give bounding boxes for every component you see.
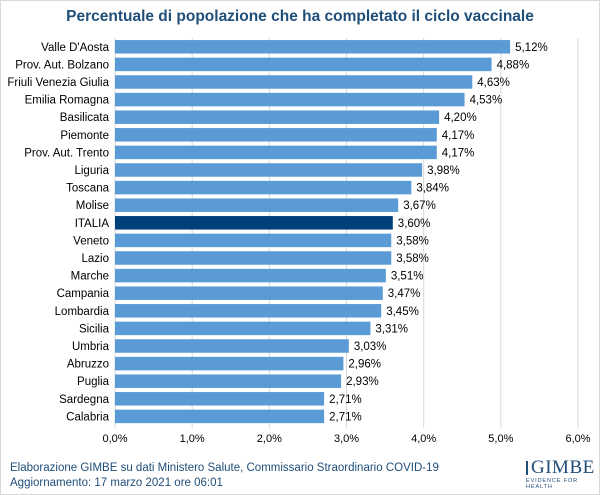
x-tick-label: 0,0%: [102, 433, 127, 445]
category-label: Lombardia: [55, 306, 110, 318]
value-label: 3,84%: [416, 183, 449, 195]
x-tick-label: 6,0%: [565, 433, 590, 445]
bar: [115, 409, 325, 424]
value-label: 4,20%: [444, 112, 477, 124]
value-label: 2,71%: [329, 394, 362, 406]
bar: [115, 75, 473, 89]
bars: [115, 40, 511, 424]
bar: [115, 163, 423, 177]
bar: [115, 145, 437, 160]
value-label: 3,47%: [388, 288, 421, 300]
footer-source: Elaborazione GIMBE su dati Ministero Sal…: [10, 461, 439, 491]
bar: [115, 321, 371, 336]
category-label: Emilia Romagna: [25, 95, 110, 107]
value-label: 2,71%: [329, 411, 362, 423]
bar: [115, 128, 437, 142]
value-label: 4,17%: [442, 130, 475, 142]
category-label: Veneto: [73, 235, 109, 247]
category-label: Sardegna: [59, 394, 109, 406]
bar-highlight: [115, 216, 393, 230]
category-label: Marche: [71, 271, 109, 283]
footer-update-line: Aggiornamento: 17 marzo 2021 ore 06:01: [10, 477, 223, 489]
x-tick-label: 4,0%: [411, 433, 436, 445]
value-label: 3,58%: [396, 235, 429, 247]
category-label: Valle D'Aosta: [41, 42, 109, 54]
value-label: 3,60%: [398, 218, 431, 230]
category-label: Liguria: [74, 165, 109, 177]
category-label: Puglia: [77, 376, 110, 388]
gimbe-logo-icon: [526, 461, 528, 475]
bar: [115, 339, 349, 353]
category-label: Basilicata: [60, 112, 110, 124]
category-label: Lazio: [82, 253, 110, 265]
value-label: 3,67%: [403, 200, 436, 212]
gimbe-logo: GIMBE EVIDENCE FOR HEALTH: [526, 457, 595, 490]
category-labels: Valle D'Aosta Prov. Aut. Bolzano Friuli Ve…: [7, 42, 109, 424]
bar: [115, 392, 325, 406]
value-label: 3,03%: [354, 341, 387, 353]
bar: [115, 374, 342, 388]
bar: [115, 304, 382, 318]
category-label: Abruzzo: [67, 359, 109, 371]
category-label: Molise: [76, 200, 109, 212]
logo-name: GIMBE: [531, 457, 595, 478]
bar: [115, 233, 392, 248]
bar: [115, 198, 399, 212]
category-label: Piemonte: [60, 130, 109, 142]
category-label: Calabria: [66, 411, 109, 423]
value-label: 4,63%: [477, 77, 510, 89]
bar: [115, 251, 392, 265]
bar: [115, 356, 344, 371]
x-tick-label: 1,0%: [180, 433, 205, 445]
bar: [115, 268, 386, 283]
bar: [115, 92, 465, 107]
category-label: Sicilia: [79, 323, 110, 335]
footer-source-line: Elaborazione GIMBE su dati Ministero Sal…: [10, 462, 439, 474]
category-label: Prov. Aut. Bolzano: [15, 59, 109, 71]
value-label: 4,53%: [470, 95, 503, 107]
value-label: 3,51%: [391, 271, 424, 283]
x-tick-labels: 0,0% 1,0% 2,0% 3,0% 4,0% 5,0% 6,0%: [102, 433, 590, 445]
value-label: 3,58%: [396, 253, 429, 265]
category-label: Prov. Aut. Trento: [24, 147, 109, 159]
value-label: 3,98%: [427, 165, 460, 177]
bar: [115, 180, 412, 195]
category-label: Friuli Venezia Giulia: [7, 77, 109, 89]
category-label: Umbria: [72, 341, 110, 353]
value-label: 3,45%: [386, 306, 419, 318]
value-label: 3,31%: [375, 323, 408, 335]
category-label: Campania: [57, 288, 110, 300]
category-label: ITALIA: [75, 218, 110, 230]
bar: [115, 286, 383, 300]
bar: [115, 40, 511, 54]
category-label: Toscana: [66, 183, 109, 195]
value-labels: 5,12% 4,88% 4,63% 4,53% 4,20% 4,17% 4,17% 3,98%…: [329, 42, 548, 424]
chart-title: Percentuale di popolazione che ha comple…: [66, 8, 534, 25]
value-label: 4,88%: [497, 59, 530, 71]
value-label: 5,12%: [515, 42, 548, 54]
value-label: 4,17%: [442, 147, 475, 159]
logo-tagline: EVIDENCE FOR HEALTH: [526, 478, 579, 490]
x-tick-label: 5,0%: [488, 433, 513, 445]
bar: [115, 110, 440, 124]
bar: [115, 57, 492, 72]
x-tick-label: 2,0%: [257, 433, 282, 445]
value-label: 2,93%: [346, 376, 379, 388]
x-tick-label: 3,0%: [334, 433, 359, 445]
value-label: 2,96%: [348, 359, 381, 371]
